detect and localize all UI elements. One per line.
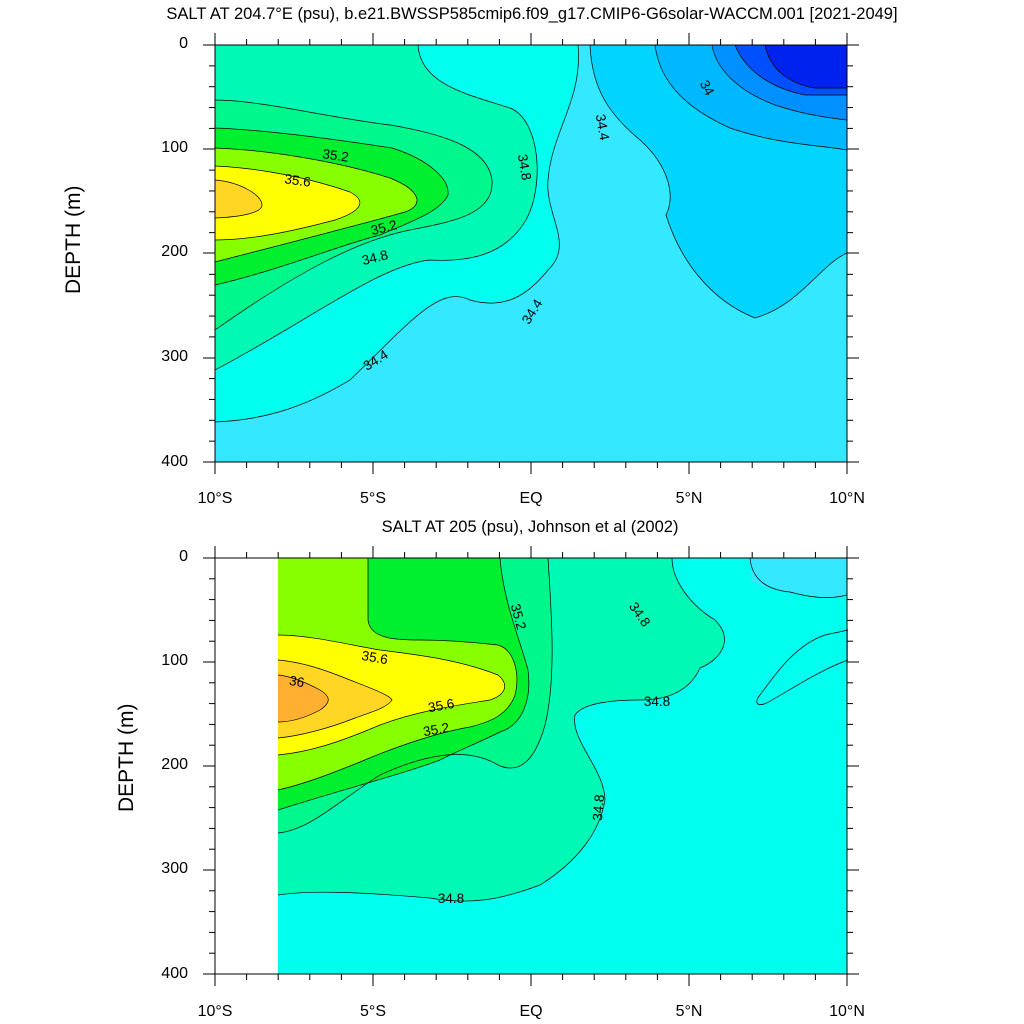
x-tick-label: 5°N: [676, 490, 703, 507]
contour-labels-top: 35.2 35.6 35.2 34.8 34.4 34.8 34.4 34.4 …: [284, 78, 718, 374]
contour-label: 35.2: [422, 720, 450, 739]
contour-label: 36: [288, 673, 305, 690]
x-tick-label: 10°N: [829, 1003, 865, 1020]
y-tick-label: 300: [161, 860, 188, 877]
x-tick-label: 10°S: [198, 1003, 233, 1020]
chart-title-top: SALT AT 204.7°E (psu), b.e21.BWSSP585cmi…: [166, 5, 898, 23]
x-tick-label: 5°S: [360, 490, 386, 507]
y-tick-label: 100: [161, 139, 188, 156]
x-tick-label: EQ: [519, 490, 542, 507]
y-tick-label: 100: [161, 652, 188, 669]
contour-label: 34.8: [515, 153, 534, 181]
x-axis-bottom: 10°S 5°S EQ 5°N 10°N: [198, 546, 865, 1020]
contour-label: 35.6: [361, 648, 389, 667]
fill-35-8-36-0: [278, 660, 392, 738]
fill-36-0-36-2: [278, 675, 329, 722]
contour-label: 35.2: [369, 217, 398, 238]
contour-label: 34: [697, 78, 718, 99]
contour-label: 34.4: [593, 113, 612, 142]
fill-34-4-34-6: [750, 558, 847, 599]
contour-lines-bottom: [277, 557, 849, 902]
x-tick-label: 10°S: [198, 490, 233, 507]
x-tick-label: EQ: [519, 1003, 542, 1020]
contour-label: 34.8: [590, 794, 607, 821]
y-axis-bottom: 0 100 200 300 400: [161, 548, 859, 982]
top-panel: 35.2 35.6 35.2 34.8 34.4 34.8 34.4 34.4 …: [161, 33, 865, 507]
contour-label: 35.6: [427, 696, 455, 715]
fill-35-8-36-0: [215, 180, 262, 218]
y-tick-label: 200: [161, 756, 188, 773]
x-axis-top: 10°S 5°S EQ 5°N 10°N: [198, 33, 865, 507]
fill-35-6-35-8: [215, 166, 360, 240]
contour-label: 35.2: [322, 146, 350, 165]
contour-label: 34.8: [360, 247, 389, 268]
contour-label: 34.8: [438, 891, 464, 906]
chart-title-bottom: SALT AT 205 (psu), Johnson et al (2002): [381, 518, 679, 536]
x-tick-label: 5°S: [360, 1003, 386, 1020]
contour-label: 35.2: [508, 602, 529, 631]
y-tick-label: 200: [161, 243, 188, 260]
y-tick-label: 300: [161, 348, 188, 365]
fill-le-33-6: [765, 45, 847, 88]
contour-labels-bottom: 35.2 34.8 35.6 36 35.6 35.2 34.8 34.8 34…: [288, 599, 670, 906]
y-tick-label: 0: [179, 548, 188, 565]
y-tick-label: 0: [179, 35, 188, 52]
y-tick-label: 400: [161, 453, 188, 470]
contour-label: 34.8: [644, 694, 670, 709]
contour-label: 35.6: [284, 171, 312, 190]
y-axis-top: 0 100 200 300 400: [161, 35, 859, 470]
fill-34-6-34-8-east-lobe: [756, 630, 848, 705]
x-tick-label: 10°N: [829, 490, 865, 507]
bottom-panel: 35.2 34.8 35.6 36 35.6 35.2 34.8 34.8 34…: [161, 546, 865, 1020]
contour-lines-top: [214, 44, 848, 423]
x-tick-label: 5°N: [676, 1003, 703, 1020]
y-tick-label: 400: [161, 965, 188, 982]
